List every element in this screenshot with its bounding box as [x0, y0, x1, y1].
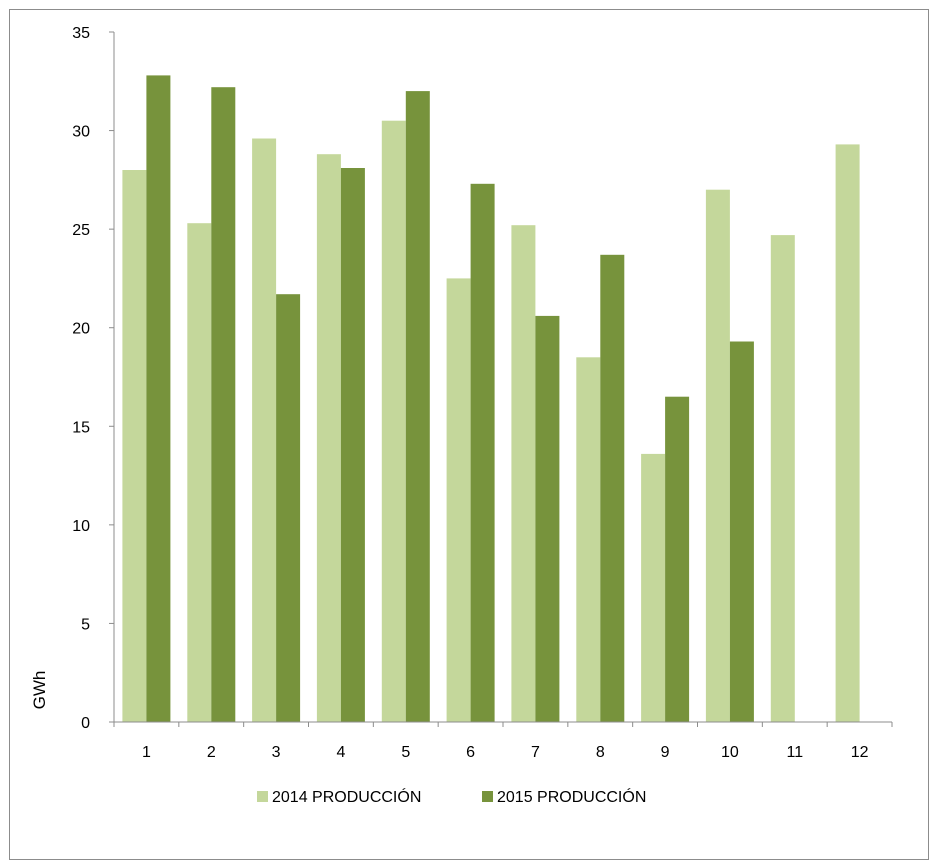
bar-2014-2 [187, 223, 212, 722]
y-tick-label: 30 [72, 124, 90, 141]
bar-2015-2 [211, 87, 236, 722]
bar-2014-6 [446, 278, 471, 722]
bar-2014-8 [576, 357, 601, 722]
legend-swatch-2015 [482, 791, 493, 802]
y-tick-label: 5 [81, 616, 90, 633]
x-tick-label: 10 [721, 744, 739, 761]
x-tick-label: 5 [401, 744, 410, 761]
bar-2014-1 [122, 170, 147, 722]
x-tick-label: 6 [466, 744, 475, 761]
x-tick-label: 7 [531, 744, 540, 761]
bar-2014-9 [641, 453, 666, 722]
legend-label-2014: 2014 PRODUCCIÓN [272, 787, 421, 806]
bar-2014-3 [252, 138, 277, 722]
x-tick-label: 2 [207, 744, 216, 761]
bar-2014-12 [835, 144, 860, 722]
bar-2015-4 [340, 168, 365, 722]
legend: 2014 PRODUCCIÓN 2015 PRODUCCIÓN [257, 787, 646, 806]
bars-layer [122, 75, 860, 723]
x-tick-label: 9 [661, 744, 670, 761]
legend-label-2015: 2015 PRODUCCIÓN [497, 787, 646, 806]
bar-2015-10 [729, 341, 754, 722]
y-tick-label: 25 [72, 222, 90, 239]
y-tick-label: 10 [72, 518, 90, 535]
bar-2014-4 [316, 154, 341, 722]
x-tick-label: 8 [596, 744, 605, 761]
y-axis-ticks: 0 5 10 15 20 25 30 35 [72, 25, 114, 732]
bar-2015-6 [470, 183, 495, 723]
x-tick-label: 4 [336, 744, 345, 761]
bar-2015-8 [600, 254, 625, 723]
x-tick-label: 12 [851, 744, 869, 761]
x-tick-label: 3 [272, 744, 281, 761]
x-tick-label: 1 [142, 744, 151, 761]
bar-2014-10 [705, 189, 730, 722]
bar-2014-7 [511, 225, 536, 722]
bar-2015-5 [405, 91, 430, 723]
x-axis-ticks: 1 2 3 4 5 6 7 8 9 10 11 12 [113, 722, 893, 761]
y-tick-label: 35 [72, 25, 90, 42]
bar-2015-1 [146, 75, 171, 722]
bar-2015-7 [535, 315, 560, 722]
y-tick-label: 15 [72, 419, 90, 436]
bar-2015-3 [276, 294, 301, 722]
x-tick-label: 11 [786, 744, 803, 761]
bar-2014-11 [770, 235, 795, 722]
legend-swatch-2014 [257, 791, 268, 802]
y-tick-label: 20 [72, 321, 90, 338]
bar-2015-9 [665, 396, 690, 722]
y-tick-label: 0 [81, 715, 90, 732]
y-axis-label: GWh [30, 671, 49, 710]
bar-2014-5 [381, 120, 406, 722]
